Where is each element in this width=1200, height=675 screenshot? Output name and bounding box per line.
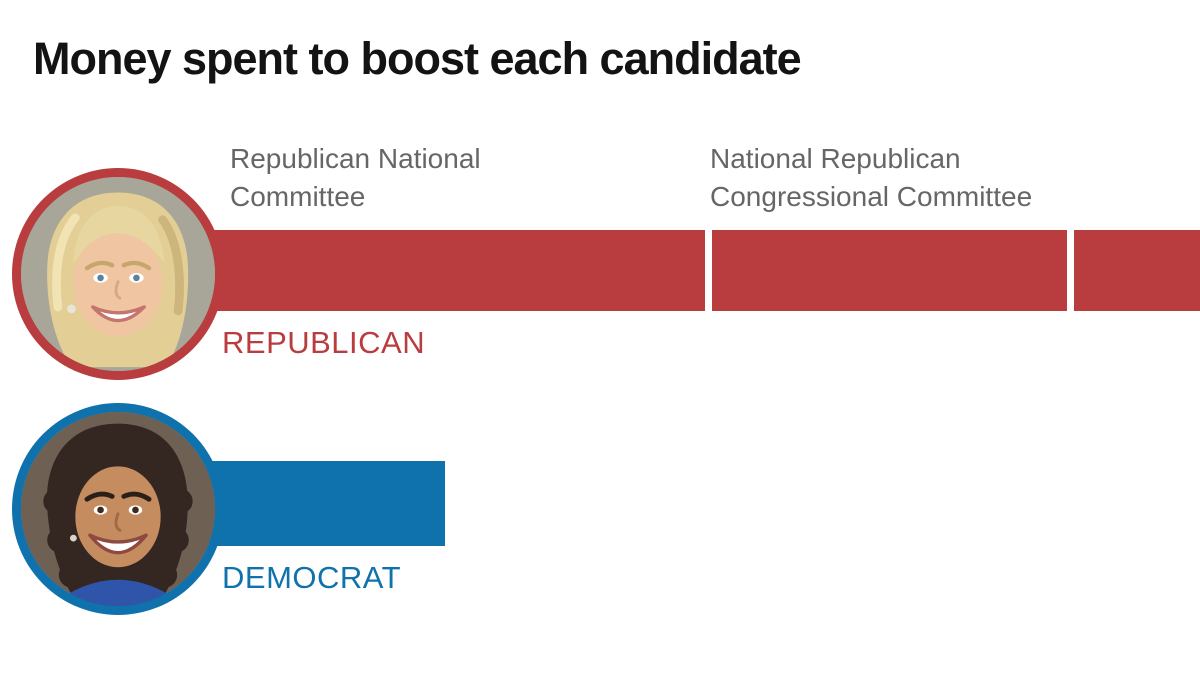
republican-bar — [205, 230, 1200, 311]
democrat-bar — [205, 461, 445, 546]
chart-title: Money spent to boost each candidate — [33, 33, 802, 84]
bar-segment-democrat — [205, 461, 445, 546]
bar-segment-rnc — [205, 230, 705, 311]
bar-segment-unlabeled — [1074, 230, 1200, 311]
bar-segment-nrcc — [712, 230, 1067, 311]
democrat-party-label: DEMOCRAT — [222, 560, 402, 595]
annotation-nrcc: National Republican Congressional Commit… — [710, 143, 1033, 212]
blonde-woman-portrait-icon — [21, 177, 215, 371]
dark-haired-woman-portrait-icon — [21, 412, 215, 606]
democrat-candidate-photo — [12, 403, 224, 615]
republican-candidate-photo — [12, 168, 224, 380]
republican-party-label: REPUBLICAN — [222, 325, 426, 360]
annotation-rnc: Republican National Committee — [230, 143, 481, 212]
